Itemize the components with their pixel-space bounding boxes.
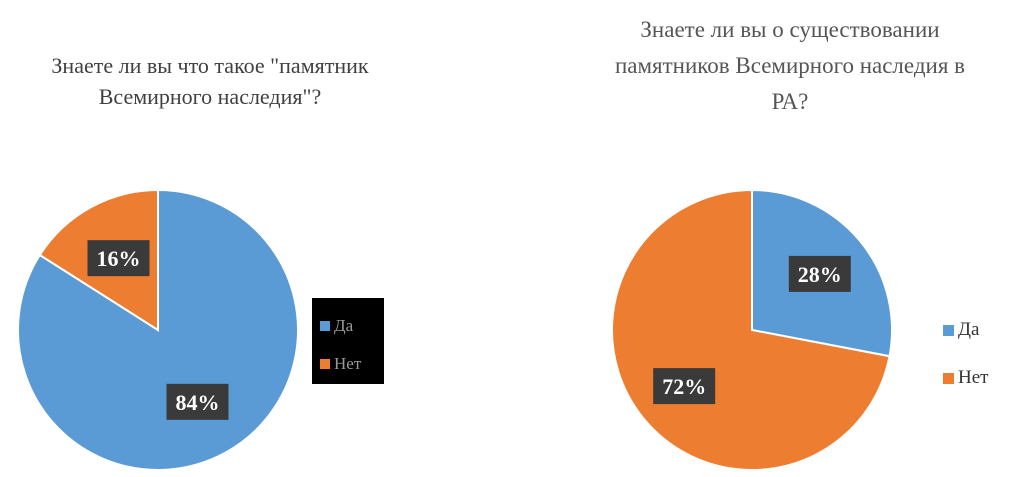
legend-item-da: Да [943, 319, 979, 341]
pie-plot: 28% 72% [611, 188, 893, 471]
data-label: 84% [176, 390, 220, 415]
legend-swatch-net [320, 359, 330, 369]
pie-plot: 84% 16% [17, 188, 299, 471]
data-label-box [166, 383, 229, 420]
legend-swatch-da [320, 321, 330, 331]
data-label-box [87, 240, 150, 277]
chart-title: Знаете ли вы о существовании памятников … [614, 17, 966, 114]
data-label: 16% [96, 246, 140, 271]
legend: Да Нет [935, 315, 1010, 401]
pie-chart-left: Знаете ли вы что такое "памятник Всемирн… [0, 0, 470, 477]
data-label-box [788, 255, 851, 292]
legend: Да Нет [312, 298, 384, 384]
legend-label: Нет [958, 367, 989, 388]
legend-item-net: Нет [320, 354, 361, 374]
legend-swatch-net [943, 372, 954, 384]
data-label: 28% [798, 262, 842, 287]
legend-label: Да [334, 316, 354, 335]
data-label-box [653, 368, 716, 405]
legend-label: Нет [334, 354, 362, 373]
legend-item-da: Да [320, 316, 353, 336]
chart-title: Знаете ли вы что такое "памятник Всемирн… [51, 53, 369, 109]
pie-chart-right: Знаете ли вы о существовании памятников … [540, 0, 1010, 477]
legend-item-net: Нет [943, 367, 988, 389]
legend-label: Да [958, 319, 980, 340]
legend-swatch-da [943, 324, 954, 336]
data-label: 72% [662, 374, 706, 399]
